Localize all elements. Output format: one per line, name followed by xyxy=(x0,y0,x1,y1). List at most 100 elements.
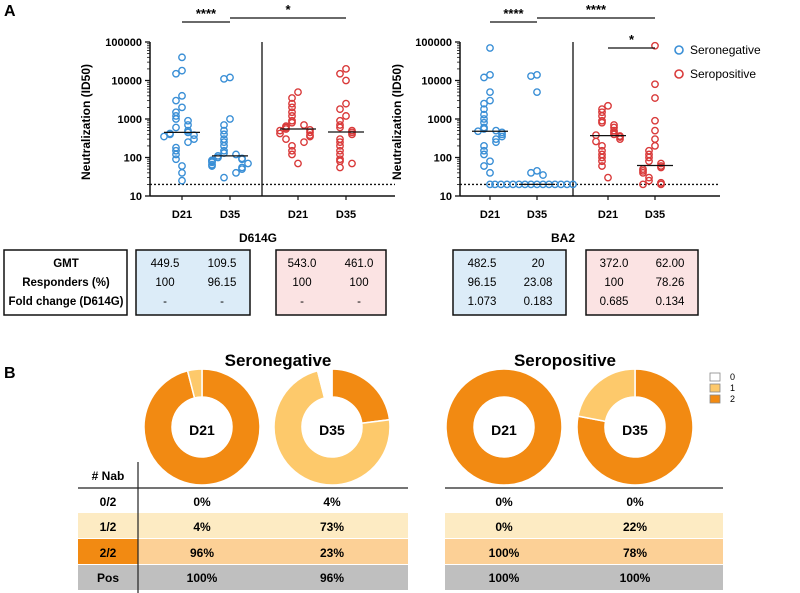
legend-label-2: 2 xyxy=(730,394,735,404)
cell: - xyxy=(163,296,167,308)
data-point xyxy=(480,150,488,159)
row-header-nab: # Nab xyxy=(92,469,125,483)
data-point xyxy=(288,146,296,155)
data-point xyxy=(226,115,234,123)
data-point xyxy=(172,146,180,155)
ba2-seronegative-box: 482.5 20 96.15 23.08 1.073 0.183 xyxy=(452,249,567,316)
data-point xyxy=(184,116,192,125)
data-point xyxy=(651,135,659,144)
significance-label: * xyxy=(285,2,291,17)
data-point xyxy=(492,138,500,147)
data-point xyxy=(220,130,228,139)
y-tick-label: 10 xyxy=(440,191,452,203)
data-point xyxy=(486,180,494,189)
pct-cell: 23% xyxy=(320,546,344,560)
significance-label: **** xyxy=(196,6,217,21)
data-point xyxy=(172,150,180,159)
pct-cell: 100% xyxy=(489,546,520,560)
row-label: 2/2 xyxy=(100,546,117,560)
data-point xyxy=(220,121,228,129)
cell: 20 xyxy=(532,258,545,270)
nab-table-values: 0% 4% 0% 0% 4% 73% 0% 22% 96% 23% 100% 7… xyxy=(187,495,651,585)
donut-hole xyxy=(301,396,363,458)
pct-cell: 96% xyxy=(320,571,344,585)
data-point xyxy=(348,159,356,168)
data-point xyxy=(172,155,180,164)
data-point xyxy=(598,162,606,170)
legend-panel-a: Seronegative Seropositive xyxy=(674,43,761,81)
group-title-seropositive: Seropositive xyxy=(514,351,616,370)
data-point xyxy=(220,142,228,150)
y-axis-title-d614g: Neutralization (ID50) xyxy=(79,64,93,180)
x-tick-label: D35 xyxy=(336,209,356,221)
cell: 100 xyxy=(292,277,311,289)
data-point xyxy=(300,138,308,147)
cell: 372.0 xyxy=(600,258,629,270)
ba2-seropositive-box: 372.0 62.00 100 78.26 0.685 0.134 xyxy=(585,249,699,316)
data-point xyxy=(348,130,356,139)
row-label-box xyxy=(3,249,128,316)
row-label: 0/2 xyxy=(100,495,117,509)
row-label: Pos xyxy=(97,571,119,585)
data-point xyxy=(342,99,350,108)
data-point xyxy=(214,153,222,162)
legend-swatch-0 xyxy=(709,372,721,382)
table-row-labels: GMT Responders (%) Fold change (D614G) xyxy=(3,249,128,316)
legend-marker-seropositive xyxy=(674,69,684,79)
legend-label-seropositive: Seropositive xyxy=(690,67,756,81)
cell: 100 xyxy=(155,277,174,289)
pct-cell: 78% xyxy=(623,546,647,560)
data-point xyxy=(178,168,186,177)
data-point xyxy=(288,142,296,150)
data-point xyxy=(480,142,488,150)
scatter-d614g: Neutralization (ID50) 10 100 1000 10000 1000… xyxy=(79,2,395,221)
x-tick-label: D35 xyxy=(645,209,665,221)
data-point xyxy=(598,153,606,162)
data-point xyxy=(491,180,499,189)
y-tick-label: 100000 xyxy=(415,37,452,49)
data-point xyxy=(651,116,659,125)
cell: 109.5 xyxy=(208,258,237,270)
y-tick-label: 1000 xyxy=(428,114,452,126)
donut-hole xyxy=(604,396,666,458)
data-point xyxy=(160,132,168,141)
data-point xyxy=(294,159,302,168)
data-point xyxy=(604,173,612,182)
data-point xyxy=(306,132,314,141)
data-point xyxy=(276,129,284,138)
data-point xyxy=(220,126,228,135)
y-tick-label: 100000 xyxy=(105,37,142,49)
data-point xyxy=(651,126,659,135)
data-point xyxy=(220,138,228,147)
cell: 543.0 xyxy=(288,258,317,270)
data-point xyxy=(639,168,647,177)
donut-center-label: D35 xyxy=(319,422,345,438)
legend-swatch-1 xyxy=(709,383,721,393)
data-point xyxy=(178,53,186,62)
row-label: 1/2 xyxy=(100,520,117,534)
d614g-seropositive-box: 543.0 461.0 100 100 - - xyxy=(275,249,387,316)
x-tick-label: D35 xyxy=(527,209,547,221)
row-label-fold-change: Fold change (D614G) xyxy=(8,296,123,308)
data-point xyxy=(342,76,350,85)
cell: 96.15 xyxy=(208,277,237,289)
data-point xyxy=(220,75,228,83)
data-point xyxy=(184,121,192,129)
data-point xyxy=(238,165,246,173)
data-point xyxy=(651,142,659,150)
cell: 449.5 xyxy=(151,258,180,270)
data-point xyxy=(598,142,606,150)
y-tick-label: 10000 xyxy=(421,76,452,88)
data-point xyxy=(282,135,290,144)
data-point xyxy=(486,44,494,52)
data-point xyxy=(288,94,296,102)
data-point xyxy=(486,96,494,105)
data-point xyxy=(232,168,240,177)
legend-label-1: 1 xyxy=(730,383,735,393)
pct-cell: 0% xyxy=(626,495,644,509)
data-point xyxy=(288,103,296,112)
data-point xyxy=(480,99,488,108)
data-point xyxy=(336,163,344,172)
pct-cell: 4% xyxy=(323,495,341,509)
pct-cell: 100% xyxy=(187,571,218,585)
